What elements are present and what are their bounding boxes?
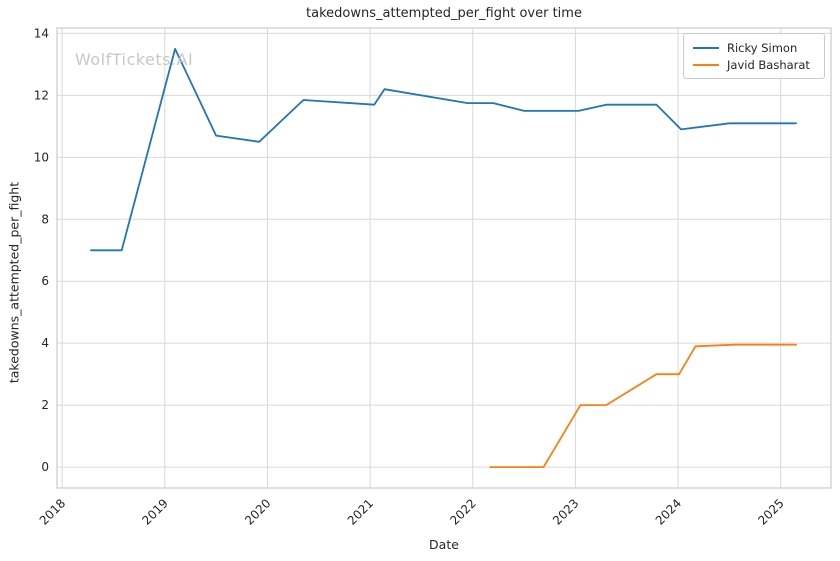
series-line-0	[90, 48, 797, 252]
x-tick-label: 2022	[447, 496, 478, 527]
y-tick-label: 2	[41, 398, 49, 412]
watermark: WolfTickets.AI	[75, 50, 194, 69]
x-tick-label: 2020	[242, 496, 273, 527]
y-tick-label: 4	[41, 336, 49, 350]
legend: Ricky Simon Javid Basharat	[683, 33, 825, 79]
y-tick-label: 6	[41, 274, 49, 288]
x-tick-label: 2021	[345, 496, 376, 527]
chart-title: takedowns_attempted_per_fight over time	[306, 6, 582, 21]
y-tick-label: 14	[34, 26, 49, 40]
legend-swatch-ricky-simon	[693, 46, 719, 49]
x-tick-label: 2024	[653, 496, 684, 527]
y-tick-label: 0	[41, 460, 49, 474]
legend-item-ricky-simon: Ricky Simon	[693, 39, 815, 56]
y-tick-label: 12	[34, 88, 49, 102]
x-tick-label: 2025	[755, 496, 786, 527]
legend-label-ricky-simon: Ricky Simon	[727, 40, 798, 55]
y-tick-label: 10	[34, 150, 49, 164]
y-tick-label: 8	[41, 212, 49, 226]
y-axis-label: takedowns_attempted_per_fight	[6, 181, 22, 384]
x-tick-label: 2018	[37, 496, 68, 527]
x-tick-label: 2019	[139, 496, 170, 527]
legend-item-javid-basharat: Javid Basharat	[693, 56, 815, 73]
x-tick-label: 2023	[550, 496, 581, 527]
series-line-1	[489, 343, 797, 469]
legend-label-javid-basharat: Javid Basharat	[727, 57, 810, 72]
x-axis-label: Date	[429, 537, 459, 552]
plot-border	[56, 27, 832, 489]
legend-swatch-javid-basharat	[693, 63, 719, 66]
